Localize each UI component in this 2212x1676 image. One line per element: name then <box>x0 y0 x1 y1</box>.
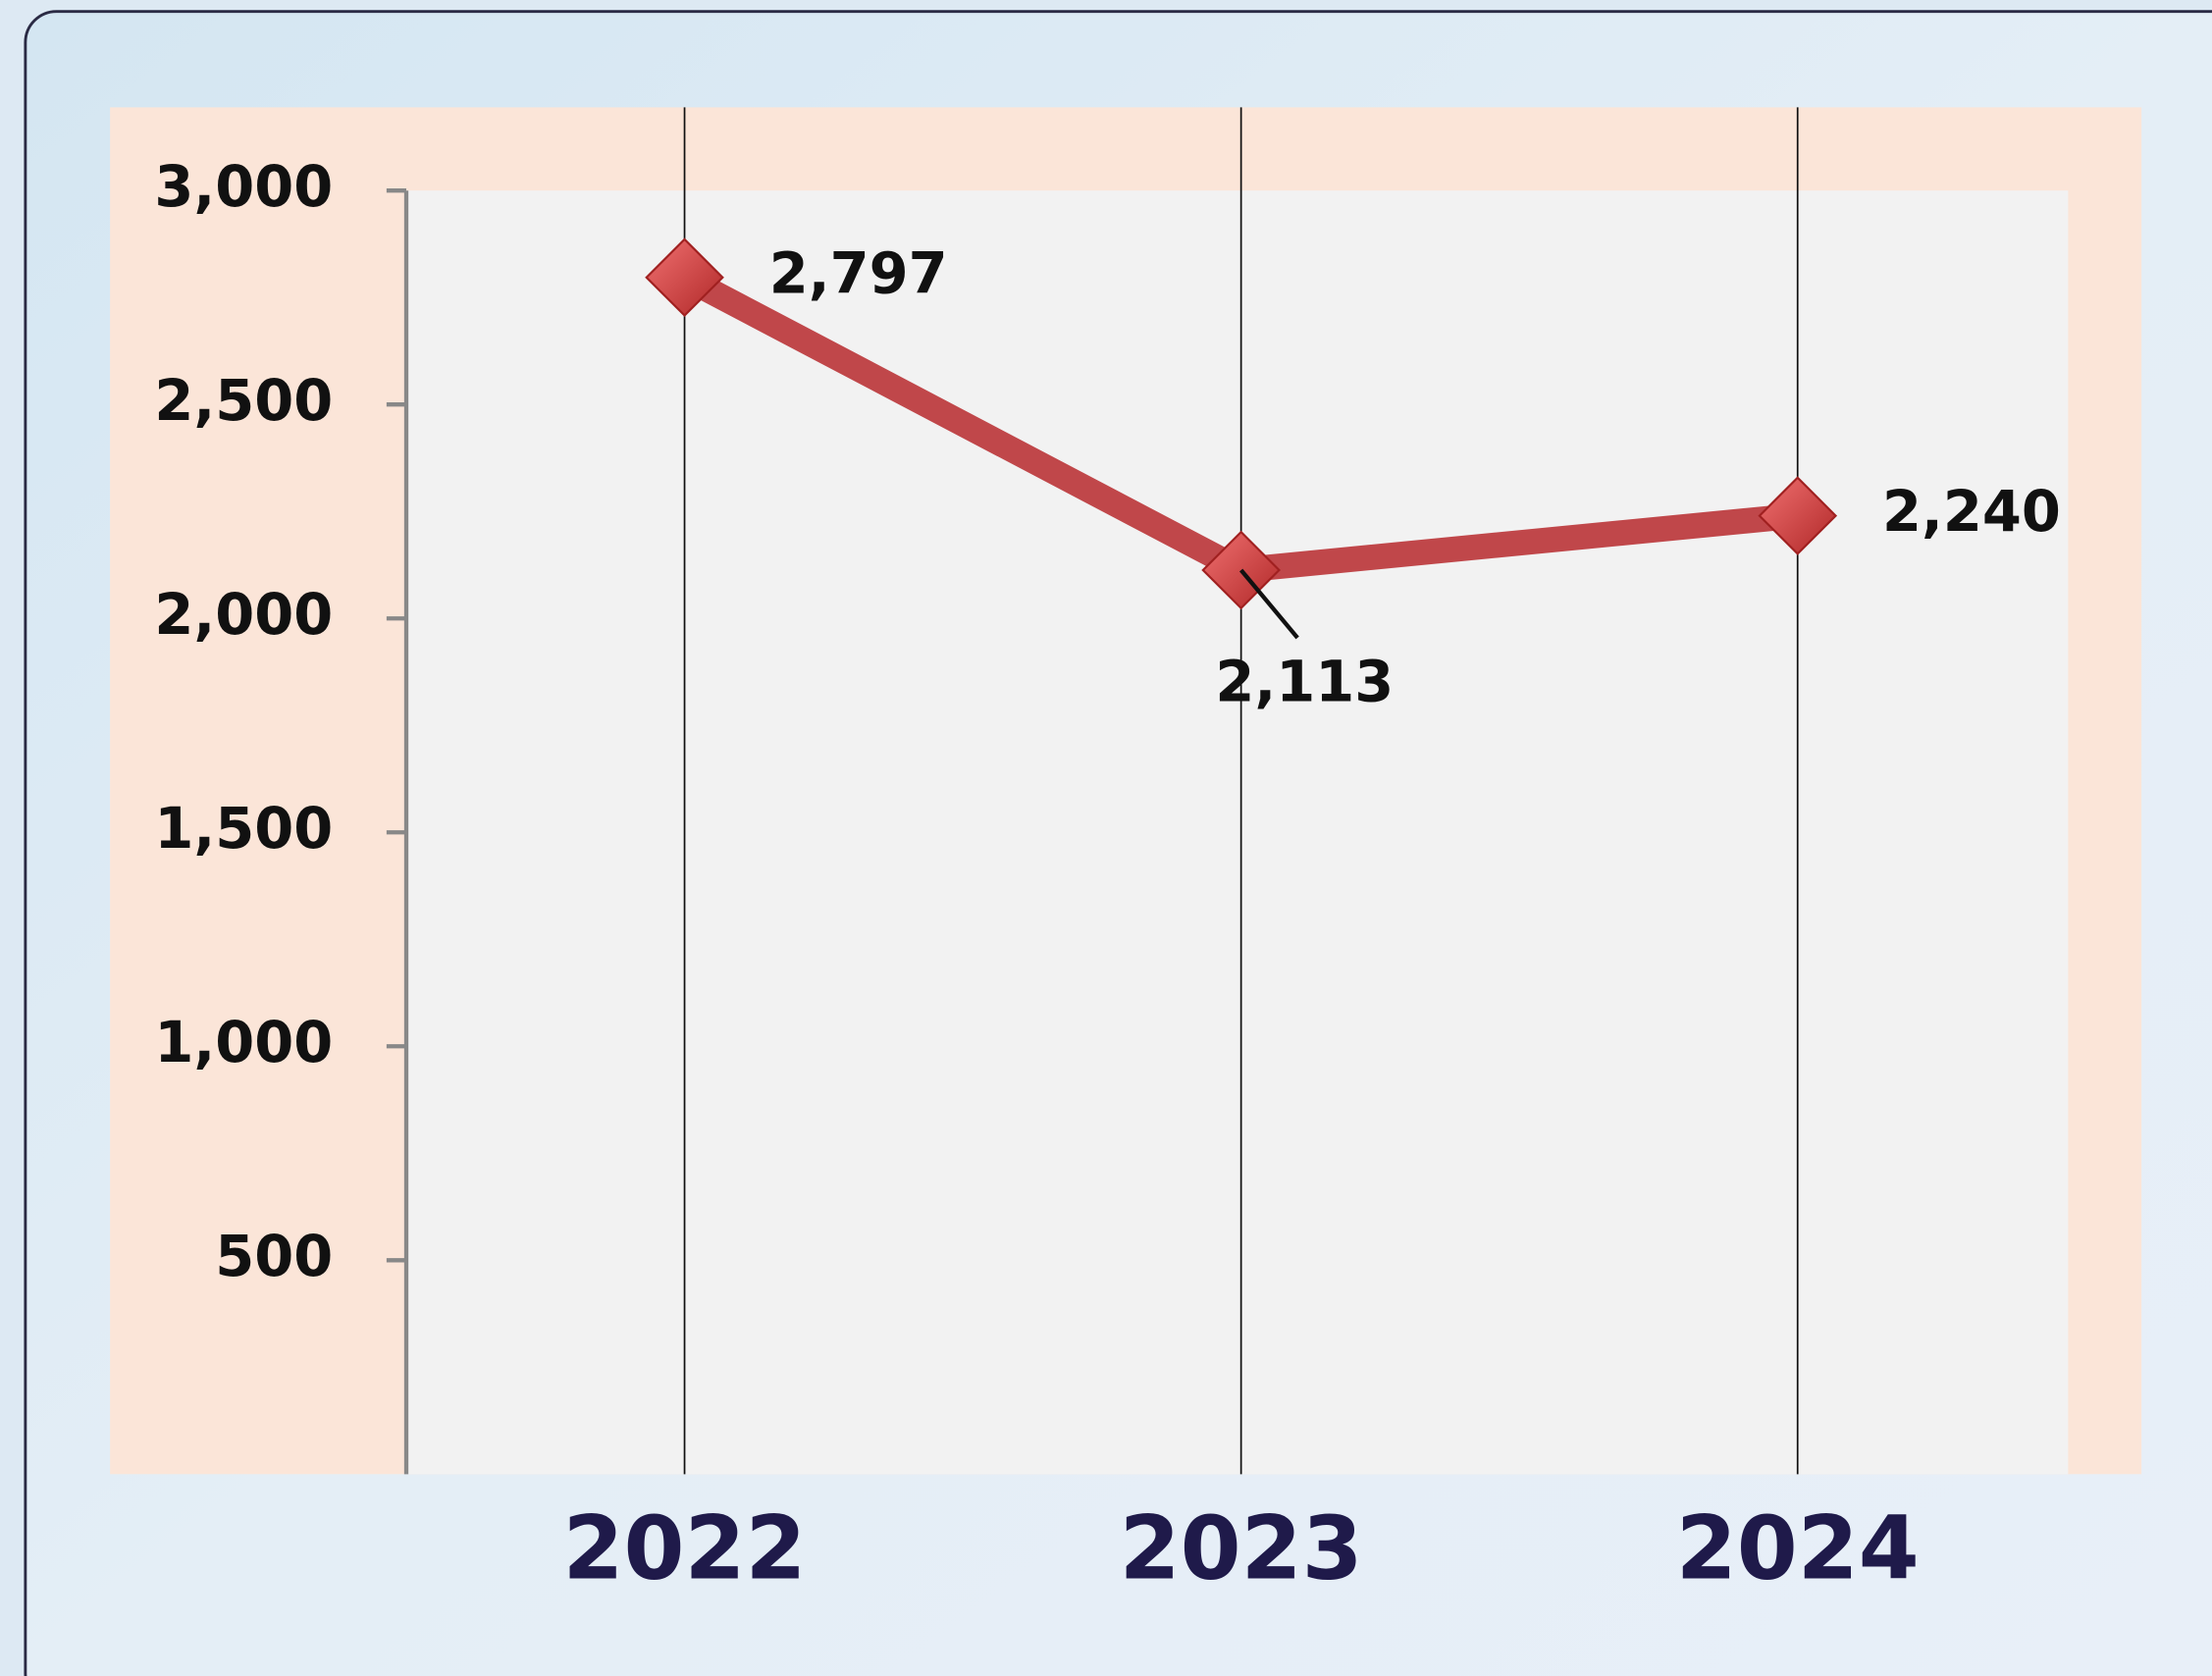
x-tick-label: 2024 <box>1676 1498 1920 1600</box>
x-tick-label: 2023 <box>1120 1498 1363 1600</box>
y-tick-label: 1,000 <box>154 1010 333 1075</box>
y-tick-label: 500 <box>215 1224 333 1289</box>
y-tick-label: 1,500 <box>154 796 333 862</box>
data-label: 2,113 <box>1215 649 1394 714</box>
data-label: 2,797 <box>769 240 948 306</box>
y-tick-label: 3,000 <box>154 154 333 220</box>
marker <box>645 237 724 318</box>
data-label: 2,240 <box>1882 479 2061 545</box>
plot-area <box>406 190 2069 1475</box>
x-tick-label: 2022 <box>563 1498 807 1600</box>
leader-line <box>1238 568 1299 640</box>
y-tick-label: 2,000 <box>154 582 333 648</box>
marker <box>1758 476 1838 555</box>
y-tick-label: 2,500 <box>154 368 333 434</box>
